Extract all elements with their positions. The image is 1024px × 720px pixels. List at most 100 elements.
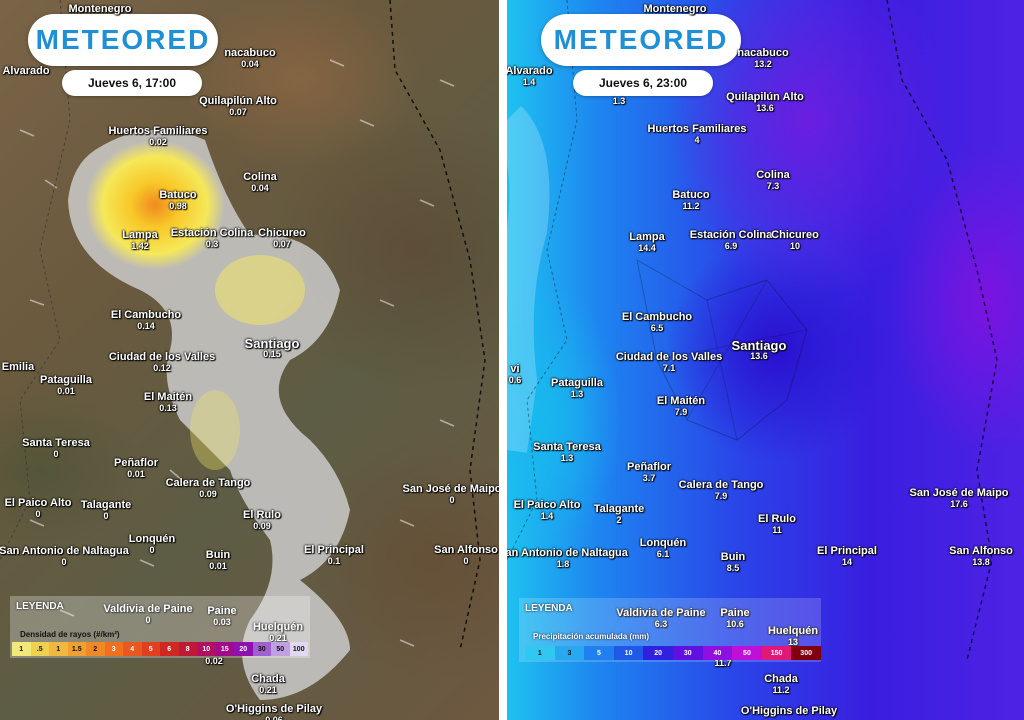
place-name: Huelquén <box>252 621 304 633</box>
legend-tick: 40 <box>702 646 733 660</box>
legend-tick: 50 <box>732 646 762 660</box>
place-value: 13.2 <box>754 59 772 69</box>
place-value: 0.04 <box>251 183 269 193</box>
place-name: San José de Maipo <box>909 487 1009 499</box>
legend-tick: 30 <box>672 646 703 660</box>
place-value: 7.9 <box>714 491 728 501</box>
legend-tick: 100 <box>289 642 308 656</box>
place-value: 0.14 <box>137 321 155 331</box>
place-label: Estación Colina 6.9 <box>690 230 773 252</box>
place-value: 7.1 <box>662 363 676 373</box>
place-value: 7.3 <box>766 181 780 191</box>
place-label: El Rulo 0.09 <box>243 510 281 532</box>
place-label: Lampa 1.42 <box>122 230 157 252</box>
place-value: 6.3 <box>654 619 668 629</box>
place-label: Montenegro <box>644 4 707 15</box>
legend-box: LEYENDA Densidad de rayos (#/km²) 1.5 1 1.… <box>10 596 310 658</box>
place-name: Paine <box>207 605 237 617</box>
place-label: Lonquén 0 <box>129 534 175 556</box>
place-value: 0.09 <box>199 489 217 499</box>
place-label: Paine 0.03 <box>207 606 236 628</box>
place-name: San Alfonso <box>949 545 1013 557</box>
place-value: 10 <box>789 241 800 251</box>
place-name: El Rulo <box>758 513 796 525</box>
place-name: El Rulo <box>243 509 281 521</box>
place-name: El Maitén <box>143 391 193 403</box>
place-value: 0 <box>53 449 59 459</box>
place-name: San Antonio de Naltagua <box>507 547 628 559</box>
place-label: San José de Maipo 0 <box>402 484 499 506</box>
place-value: 0.98 <box>169 201 187 211</box>
place-name: Emilia <box>1 361 35 373</box>
legend-tick: 4 <box>123 642 142 656</box>
place-value: 0 <box>149 545 155 555</box>
place-label: San Alfonso 13.8 <box>949 546 1013 568</box>
place-value: 7.9 <box>674 407 688 417</box>
place-label: El Rulo 11 <box>758 514 796 536</box>
place-label: Huelquén 0.21 <box>253 622 303 644</box>
place-value: 0.12 <box>153 363 171 373</box>
place-name: Santiago <box>731 338 787 353</box>
place-value: 11.2 <box>682 201 700 211</box>
place-name: Colina <box>756 169 790 181</box>
legend-tick: 1 <box>49 642 68 656</box>
place-value: 1.4 <box>522 77 536 87</box>
place-name: Talagante <box>80 499 132 511</box>
place-label: Quilapilún Alto 0.07 <box>199 96 277 118</box>
legend-tick: 1 <box>12 642 31 656</box>
place-name: Quilapilún Alto <box>726 91 804 103</box>
place-label: El Maitén 7.9 <box>657 396 705 418</box>
place-name: El Cambucho <box>621 311 693 323</box>
place-name: Talagante <box>593 503 645 515</box>
legend-tick: 10 <box>197 642 216 656</box>
meteored-logo: METEORED <box>541 14 741 66</box>
place-name: El Principal <box>817 545 877 557</box>
place-name: Quilapilún Alto <box>199 95 277 107</box>
place-label: Colina 7.3 <box>756 170 790 192</box>
legend-tick: 30 <box>252 642 271 656</box>
place-name: Batuco <box>159 189 197 201</box>
place-name: O'Higgins de Pilay <box>740 705 838 717</box>
place-label: Chicureo 0.07 <box>258 228 306 250</box>
forecast-time-label: Jueves 6, 23:00 <box>573 70 713 96</box>
place-name: San Alfonso <box>434 544 498 556</box>
place-label: Estación Colina 0.3 <box>171 228 254 250</box>
place-name: Alvarado <box>2 65 50 77</box>
legend-tick: 50 <box>271 642 290 656</box>
legend-title: LEYENDA <box>16 601 64 612</box>
place-label: San Antonio de Naltagua 1.8 <box>507 548 628 570</box>
place-name: nacabuco <box>224 47 276 59</box>
place-name: El Cambucho <box>110 309 182 321</box>
place-name: Chada <box>251 673 285 685</box>
place-name: Alvarado <box>507 65 553 77</box>
place-label: Batuco 11.2 <box>672 190 709 212</box>
legend-tick: 3 <box>104 642 123 656</box>
legend-tick: 2 <box>86 642 105 656</box>
precipitation-map-panel[interactable]: METEORED Jueves 6, 23:00 Montenegro Alvar… <box>507 0 1024 720</box>
place-label: Pataguilla 0.01 <box>40 375 92 397</box>
place-value: 13.6 <box>756 103 774 113</box>
lightning-map-panel[interactable]: METEORED Jueves 6, 17:00 Montenegro Alvar… <box>0 0 499 720</box>
place-name: Peñaflor <box>113 457 159 469</box>
legend-tick: 10 <box>613 646 644 660</box>
place-label: El Cambucho 0.14 <box>111 310 181 332</box>
place-label: O'Higgins de Pilay <box>741 706 837 717</box>
place-label: Huelquén 13 <box>768 626 818 648</box>
place-label: Calera de Tango 7.9 <box>679 480 764 502</box>
place-value: 2 <box>616 515 622 525</box>
place-label: Quilapilún Alto 13.6 <box>726 92 804 114</box>
place-name: Huertos Familiares <box>647 123 747 135</box>
place-value: 1.3 <box>570 389 584 399</box>
legend-tick: 20 <box>234 642 253 656</box>
place-name: Colina <box>243 171 277 183</box>
legend-tick: .5 <box>30 642 49 656</box>
place-value: 0.02 <box>149 137 167 147</box>
place-name: Ciudad de los Valles <box>108 351 216 363</box>
place-value: 0.01 <box>209 561 227 571</box>
place-value: 0.01 <box>57 386 75 396</box>
place-value: 4 <box>694 135 700 145</box>
place-label: San Alfonso 0 <box>434 545 498 567</box>
place-name: Santiago <box>244 336 300 351</box>
place-label: Santiago 0.15 <box>244 336 300 360</box>
place-value: 3.7 <box>642 473 656 483</box>
